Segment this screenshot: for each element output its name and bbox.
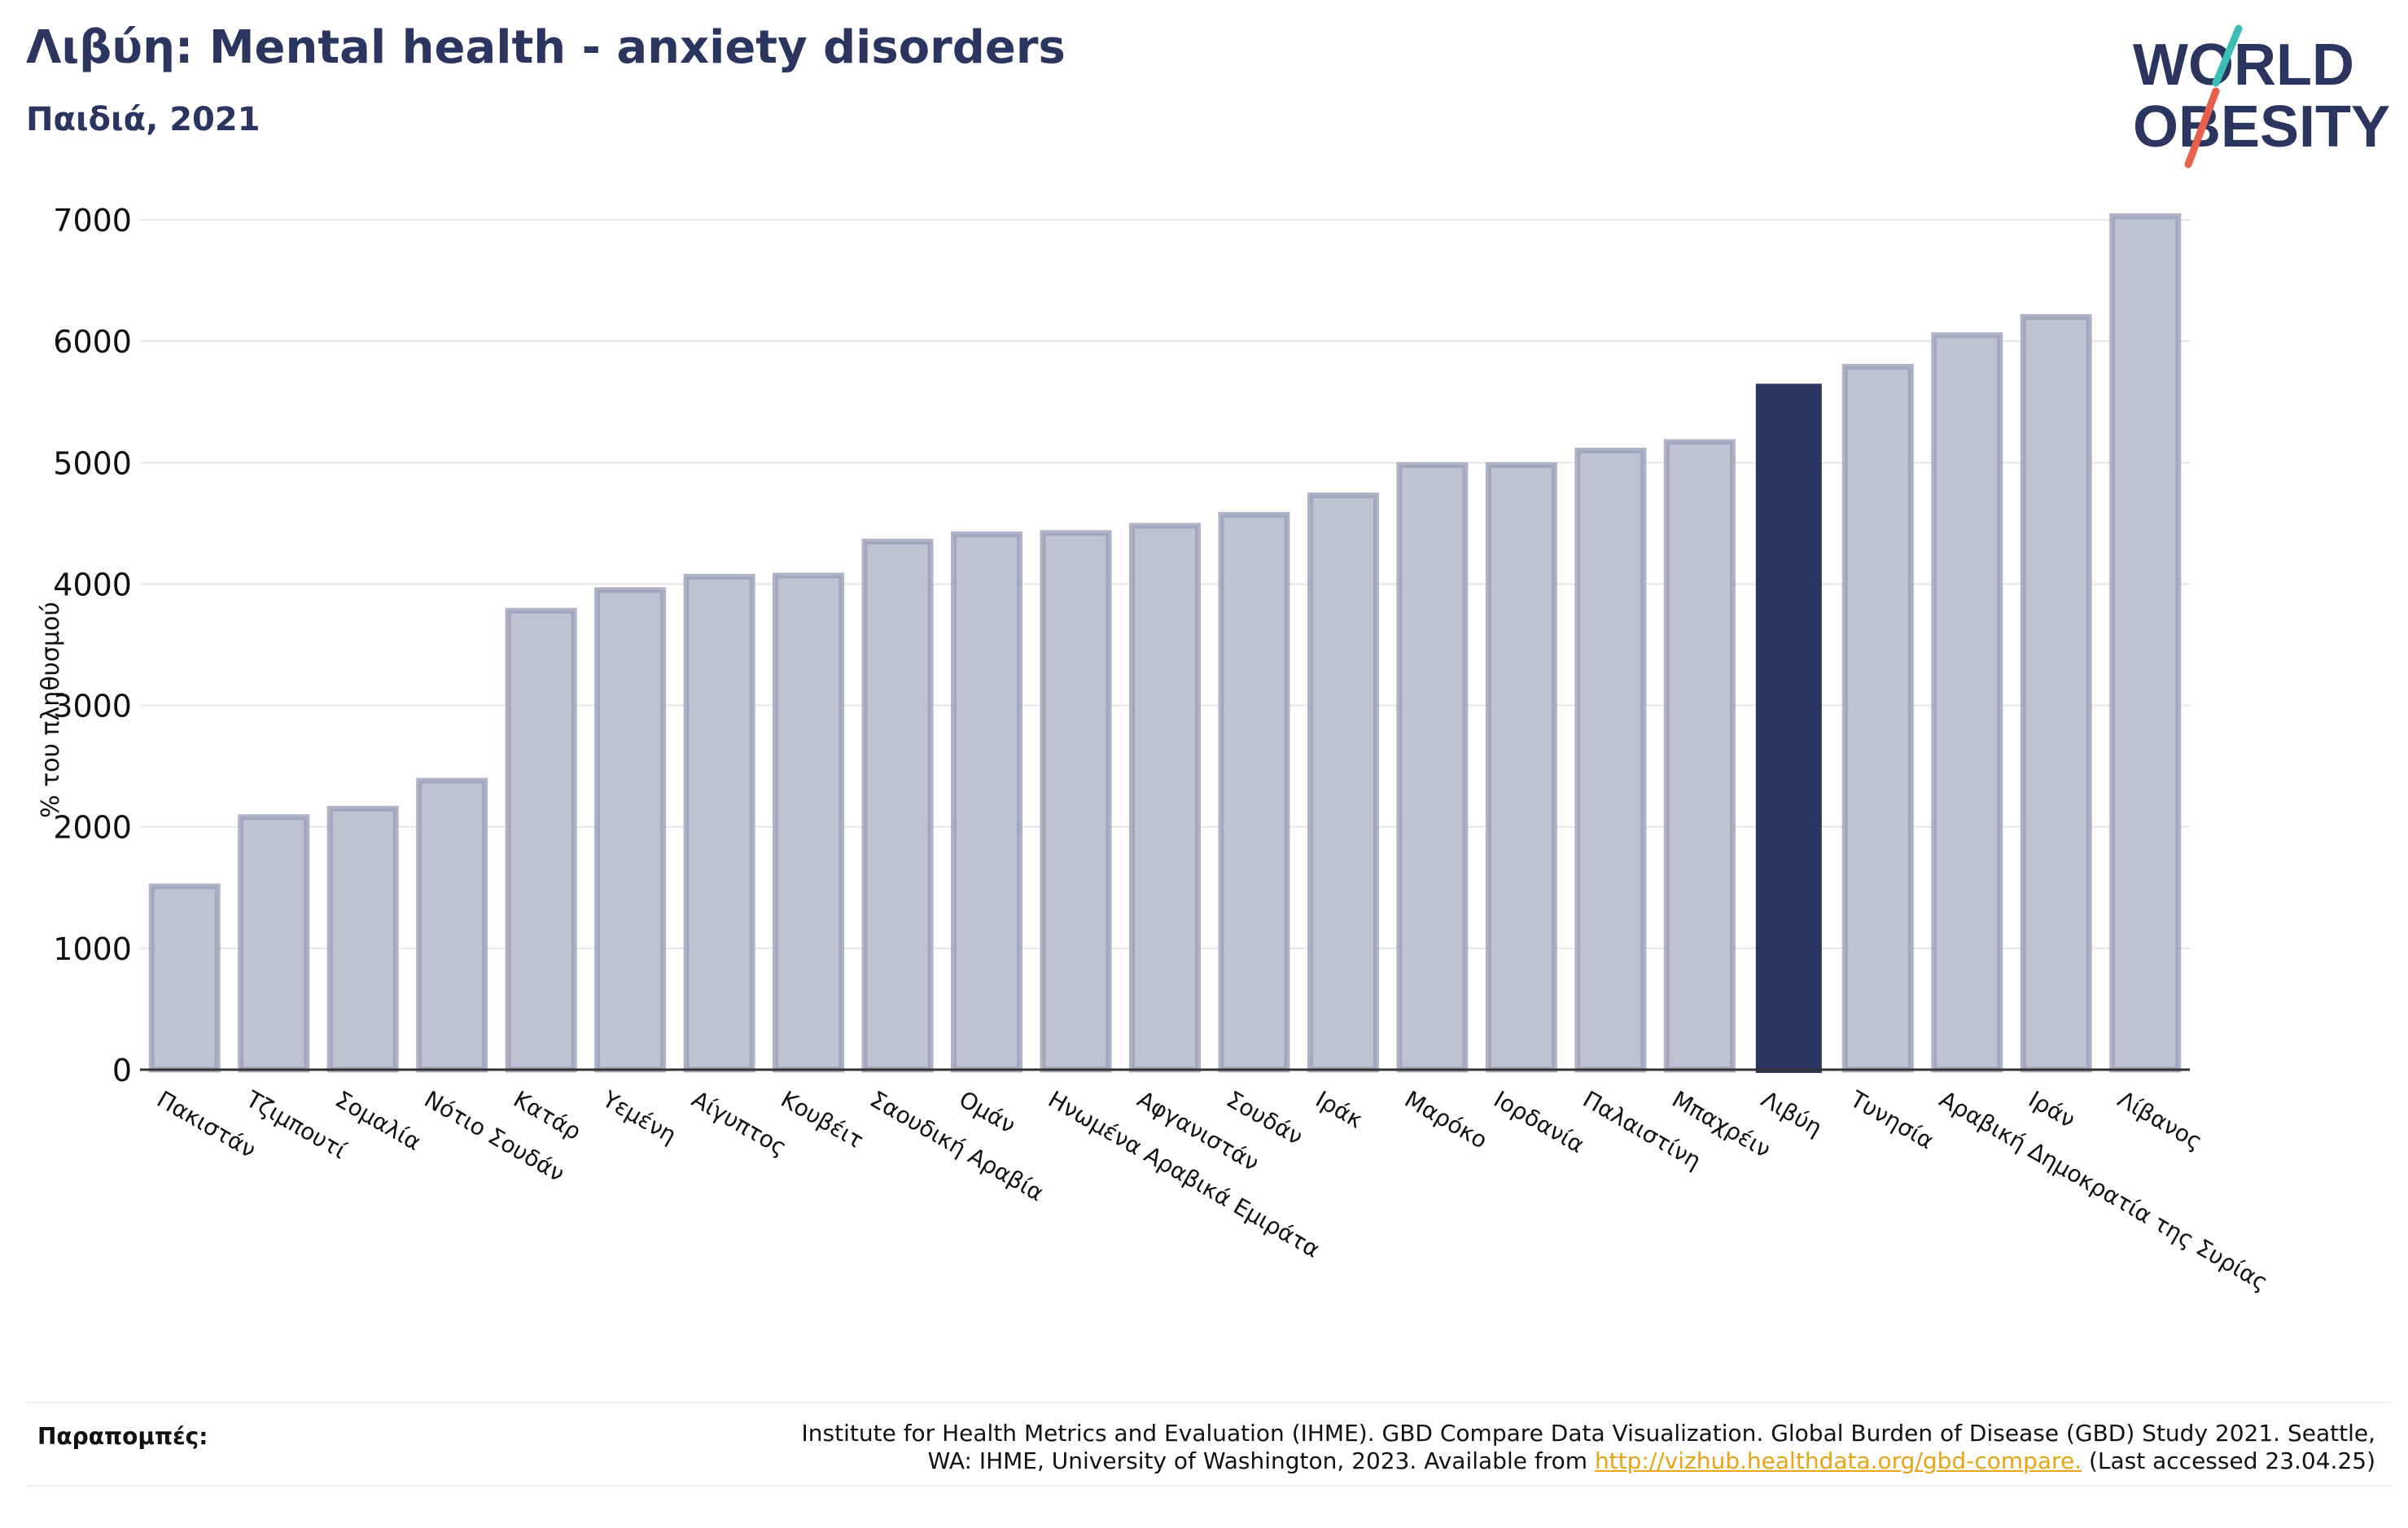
bar — [1574, 447, 1647, 1073]
y-tick-label: 3000 — [53, 689, 132, 725]
references-text: Institute for Health Metrics and Evaluat… — [584, 1420, 2375, 1475]
logo-line1: WORLD — [2133, 33, 2354, 98]
bar — [505, 607, 577, 1073]
bar — [1128, 523, 1202, 1073]
bar — [1663, 439, 1736, 1073]
x-tick-label: Πακιστάν — [152, 1085, 261, 1163]
references-line1: Institute for Health Metrics and Evaluat… — [801, 1420, 2375, 1447]
page-title: Λιβύη: Mental health - anxiety disorders — [26, 21, 1066, 74]
references-label: Παραπομπές: — [37, 1423, 208, 1450]
bar — [2020, 313, 2092, 1073]
bar — [326, 805, 399, 1073]
x-tick-label: Ιράκ — [1311, 1085, 1367, 1133]
bar — [951, 531, 1023, 1073]
references-line2: WA: IHME, University of Washington, 2023… — [927, 1447, 1588, 1474]
x-tick-label: Τυνησία — [1845, 1085, 1938, 1154]
world-obesity-logo: WORLD OBESITY — [2133, 24, 2390, 169]
y-axis-label: % του πληθυσμού — [37, 602, 65, 818]
logo-line2: OBESITY — [2133, 94, 2390, 160]
bar — [1485, 462, 1557, 1073]
bar — [238, 814, 310, 1073]
bar — [1755, 383, 1822, 1073]
y-tick-label: 6000 — [53, 324, 132, 360]
bar — [416, 777, 488, 1073]
x-tick-label: Ιράν — [2024, 1085, 2080, 1133]
references-link[interactable]: http://vizhub.healthdata.org/gbd-compare… — [1594, 1447, 2082, 1474]
x-tick-label: Αραβική Δημοκρατία της Συρίας — [1935, 1085, 2273, 1296]
x-tick-label: Ομάν — [955, 1085, 1021, 1139]
x-tick-label: Τζιμπουτί — [241, 1085, 352, 1164]
x-tick-label: Λίβανος — [2113, 1085, 2207, 1155]
x-tick-label: Κουβέιτ — [777, 1085, 869, 1154]
bar — [594, 587, 667, 1073]
bar — [1841, 363, 1914, 1073]
bar — [1396, 462, 1469, 1073]
bar — [148, 883, 221, 1073]
y-tick-label: 4000 — [53, 567, 132, 602]
y-tick-label: 1000 — [53, 931, 132, 967]
x-tick-label: Μαρόκο — [1400, 1085, 1492, 1154]
bar — [1040, 530, 1112, 1073]
bar — [1307, 493, 1379, 1073]
footer-divider-top — [26, 1402, 2391, 1403]
y-tick-label: 2000 — [53, 810, 132, 846]
bar — [1218, 511, 1290, 1073]
references-accessed: (Last accessed 23.04.25) — [2088, 1447, 2375, 1474]
bar — [1931, 332, 2003, 1073]
page-subtitle: Παιδιά, 2021 — [26, 101, 261, 138]
bar — [2109, 213, 2182, 1073]
x-tick-label: Λιβύη — [1757, 1085, 1827, 1141]
bar — [683, 573, 755, 1073]
x-tick-label: Υεμένη — [598, 1085, 681, 1149]
y-tick-label: 7000 — [53, 203, 132, 239]
y-tick-label: 5000 — [53, 445, 132, 481]
footer-divider-bottom — [26, 1485, 2391, 1486]
bar-chart: 0 1000 2000 3000 4000 5000 6000 7000 % του πληθυ… — [37, 203, 2273, 1296]
x-tick-label: Αίγυπτος — [687, 1085, 791, 1161]
bar — [861, 538, 934, 1073]
bar — [773, 572, 845, 1073]
logo-slash-teal — [2212, 24, 2243, 87]
y-tick-label: 0 — [112, 1053, 132, 1088]
logo-slash-red — [2184, 87, 2220, 169]
x-tick-label: Ιορδανία — [1489, 1085, 1588, 1158]
